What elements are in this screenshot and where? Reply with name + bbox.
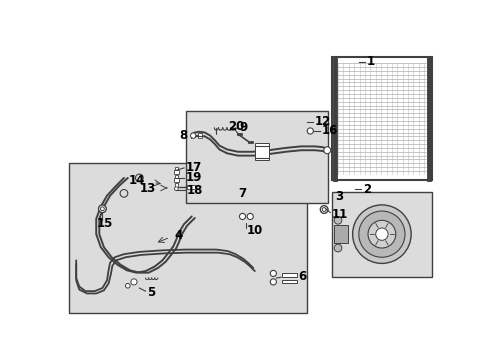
- Text: 3: 3: [334, 190, 343, 203]
- Circle shape: [135, 174, 143, 182]
- Circle shape: [270, 279, 276, 285]
- Circle shape: [120, 189, 127, 197]
- Text: 19: 19: [185, 171, 202, 184]
- Text: 2: 2: [362, 183, 370, 196]
- Circle shape: [352, 205, 410, 264]
- Bar: [331, 192, 431, 276]
- Circle shape: [99, 205, 106, 213]
- Text: 14: 14: [129, 174, 145, 187]
- Text: 18: 18: [187, 184, 203, 197]
- Text: 1: 1: [366, 55, 374, 68]
- Circle shape: [333, 216, 341, 224]
- Text: 13: 13: [140, 182, 156, 195]
- Circle shape: [322, 208, 325, 211]
- Text: 9: 9: [239, 121, 247, 134]
- Circle shape: [239, 213, 245, 220]
- Circle shape: [375, 228, 387, 240]
- Bar: [174, 183, 178, 187]
- Bar: [187, 185, 194, 189]
- Text: 20: 20: [227, 120, 244, 133]
- Text: 6: 6: [297, 270, 305, 283]
- Text: 4: 4: [174, 229, 182, 242]
- Bar: [174, 170, 178, 174]
- Bar: [281, 273, 297, 276]
- Bar: [254, 143, 268, 160]
- Circle shape: [190, 133, 196, 138]
- Circle shape: [367, 220, 395, 248]
- Text: 7: 7: [238, 187, 245, 200]
- Text: 16: 16: [321, 125, 338, 138]
- Circle shape: [125, 283, 130, 288]
- Circle shape: [131, 279, 137, 285]
- Circle shape: [174, 187, 178, 191]
- Bar: [174, 175, 178, 178]
- Circle shape: [100, 207, 104, 211]
- Circle shape: [306, 128, 313, 134]
- Circle shape: [320, 206, 327, 213]
- Text: 15: 15: [96, 217, 112, 230]
- Circle shape: [246, 213, 253, 220]
- Text: 10: 10: [246, 224, 263, 237]
- Text: 11: 11: [331, 208, 347, 221]
- Bar: [174, 167, 178, 170]
- Text: 8: 8: [179, 129, 187, 142]
- Circle shape: [323, 147, 330, 154]
- Circle shape: [270, 270, 276, 276]
- Circle shape: [358, 211, 404, 257]
- Text: 17: 17: [185, 161, 202, 175]
- Bar: [331, 57, 431, 180]
- Text: 5: 5: [147, 286, 155, 299]
- Bar: [185, 111, 327, 203]
- Bar: [68, 163, 306, 313]
- Circle shape: [333, 244, 341, 252]
- Bar: [198, 133, 202, 138]
- Bar: [281, 280, 297, 283]
- Bar: [174, 178, 178, 182]
- Bar: [333, 225, 347, 243]
- Text: 12: 12: [314, 115, 330, 128]
